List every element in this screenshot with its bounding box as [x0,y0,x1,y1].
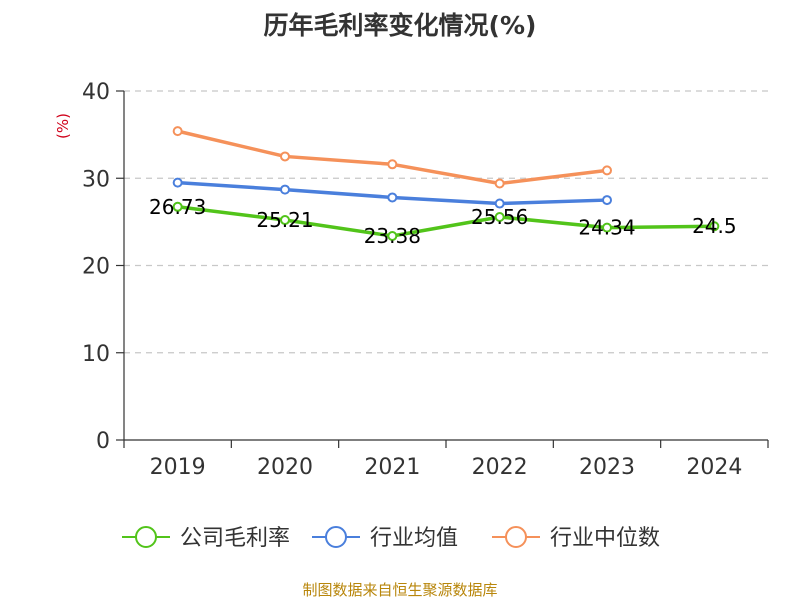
legend-marker [325,526,347,548]
axes [116,90,769,448]
legend-label: 行业均值 [370,526,458,551]
data-point [172,201,183,212]
x-tick-label: 2021 [364,455,420,480]
legend-marker [505,526,527,548]
data-label: 25.21 [256,208,313,232]
data-point [602,222,612,233]
data-point [280,184,290,195]
data-point [172,177,183,188]
legend-label: 行业中位数 [550,526,660,551]
series-lines [172,126,720,242]
source-note: 制图数据来自恒生聚源数据库 [302,581,497,599]
x-tick-labels: 2019 2020 2021 2022 2023 2024 [150,455,743,480]
grid-lines [124,90,768,354]
chart-title: 历年毛利率变化情况(%) [264,11,537,40]
data-point [602,195,612,206]
series-line [177,129,608,186]
data-point [494,178,505,189]
y-axis-label: (%) [54,113,72,139]
data-point [387,159,398,170]
legend-label: 公司毛利率 [180,526,290,551]
data-point [280,215,290,226]
data-label: 23.38 [364,224,421,248]
x-tick-label: 2020 [257,455,313,480]
data-point [494,211,505,222]
y-tick-label: 10 [82,342,110,367]
y-tick-label: 40 [82,80,110,105]
x-tick-label: 2024 [686,455,742,480]
data-point [387,231,398,242]
data-label: 26.73 [149,195,206,219]
y-tick-label: 0 [96,429,110,454]
data-point [494,198,505,209]
data-labels: 26.73 25.21 23.38 25.56 24.34 24.5 [149,195,737,248]
data-label: 24.5 [692,214,737,238]
y-tick-label: 30 [82,167,110,192]
data-label: 25.56 [471,205,528,229]
data-label: 24.34 [578,216,635,240]
x-tick-label: 2019 [150,455,206,480]
data-point [709,221,720,232]
legend-marker [135,526,157,548]
x-tick-label: 2022 [472,455,528,480]
data-point [387,192,398,203]
data-point [280,151,290,162]
series-line [177,205,715,238]
x-tick-label: 2023 [579,455,635,480]
legend: 公司毛利率 行业均值 行业中位数 [122,526,660,551]
data-point [602,165,612,176]
data-point [172,126,183,137]
y-tick-label: 20 [82,255,110,280]
y-tick-labels: 0 10 20 30 40 [82,80,110,454]
